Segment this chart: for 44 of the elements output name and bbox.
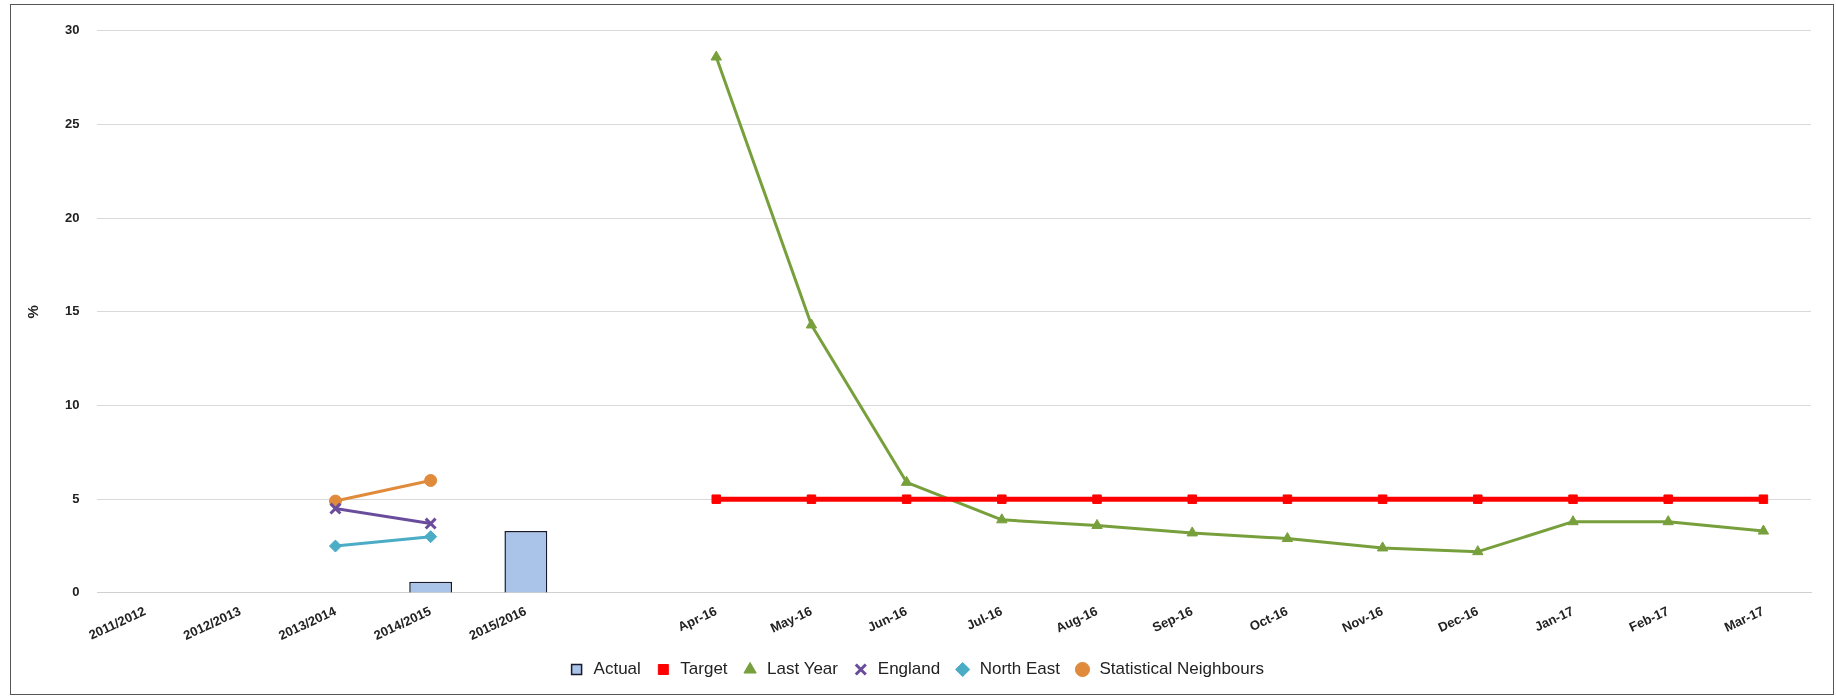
point	[424, 517, 438, 531]
legend-label: Last Year	[767, 659, 839, 679]
legend-label: England	[877, 659, 941, 679]
y-tick-label: 15	[64, 303, 80, 319]
y-tick-label: 20	[64, 209, 80, 225]
point	[424, 530, 438, 544]
point	[1473, 494, 1483, 504]
point	[997, 494, 1007, 504]
point	[901, 494, 912, 504]
point	[996, 513, 1008, 524]
point	[329, 502, 342, 516]
point	[1282, 494, 1293, 504]
point	[1567, 515, 1579, 526]
point	[1662, 515, 1674, 526]
x-tick-label: Jul-16	[964, 603, 1005, 633]
point	[1187, 494, 1197, 504]
point	[1091, 518, 1103, 529]
point	[806, 494, 817, 504]
point	[1186, 526, 1198, 537]
point	[1472, 545, 1484, 556]
point	[711, 494, 721, 504]
y-tick-label: 5	[72, 490, 80, 506]
point	[900, 475, 913, 486]
y-tick-label: 30	[64, 22, 80, 38]
point	[710, 50, 722, 61]
point	[1568, 494, 1578, 504]
point	[1281, 532, 1294, 543]
y-tick-label: 10	[64, 397, 80, 413]
point	[1758, 494, 1769, 504]
legend-label: Target	[680, 659, 728, 679]
point	[1092, 494, 1102, 504]
y-tick-label: 25	[64, 116, 80, 132]
legend-label: North East	[979, 659, 1061, 679]
y-axis-title: %	[24, 305, 42, 319]
point	[805, 318, 818, 329]
legend-label: Statistical Neighbours	[1099, 659, 1264, 679]
legend-label: Actual	[593, 659, 641, 679]
point	[1377, 494, 1388, 504]
point	[1376, 541, 1389, 552]
point	[328, 539, 342, 553]
point	[1757, 524, 1770, 535]
y-tick-label: 0	[72, 584, 80, 600]
point	[424, 473, 438, 487]
point	[1663, 494, 1673, 504]
